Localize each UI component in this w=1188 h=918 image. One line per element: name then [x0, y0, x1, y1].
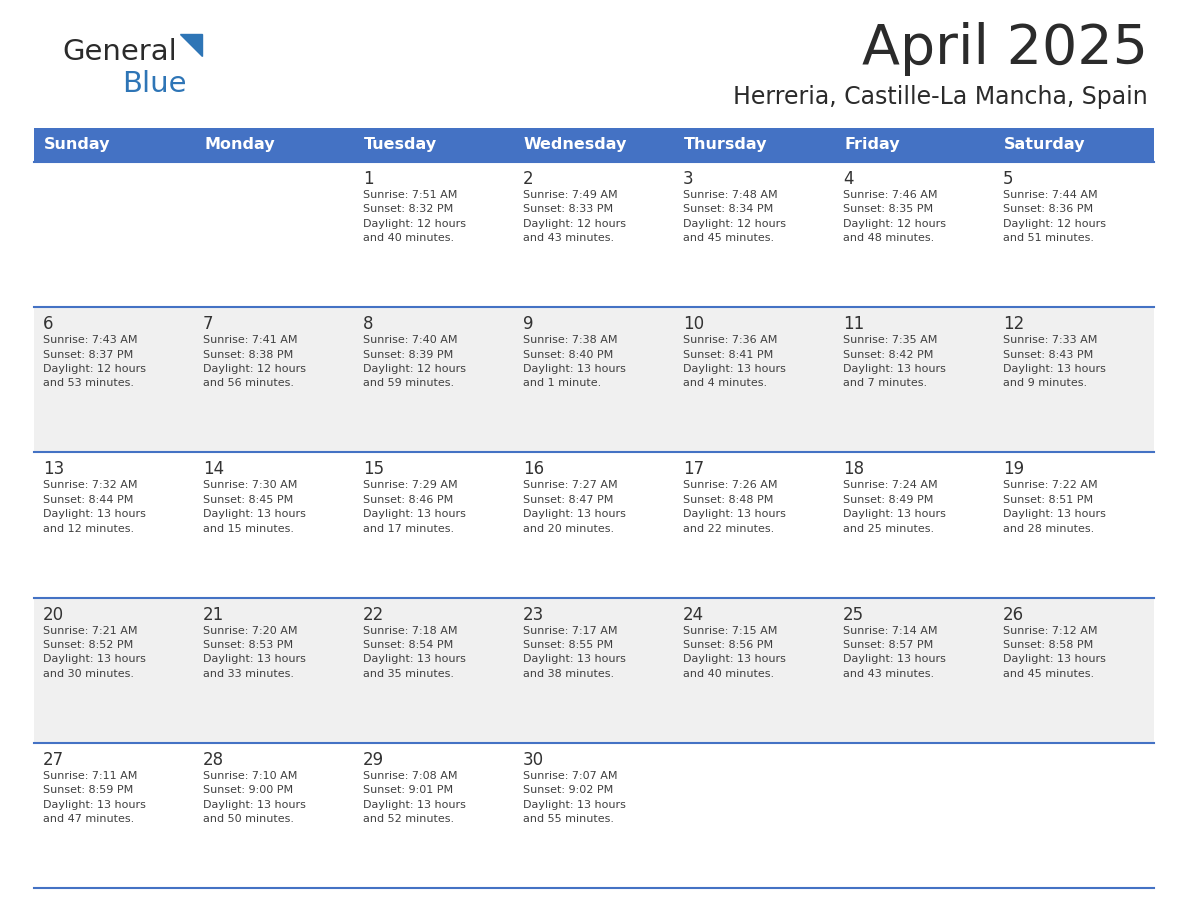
Text: Sunrise: 7:33 AM
Sunset: 8:43 PM
Daylight: 13 hours
and 9 minutes.: Sunrise: 7:33 AM Sunset: 8:43 PM Dayligh…	[1003, 335, 1106, 388]
Text: Sunrise: 7:07 AM
Sunset: 9:02 PM
Daylight: 13 hours
and 55 minutes.: Sunrise: 7:07 AM Sunset: 9:02 PM Dayligh…	[523, 771, 626, 824]
Text: 24: 24	[683, 606, 704, 623]
Text: Sunrise: 7:18 AM
Sunset: 8:54 PM
Daylight: 13 hours
and 35 minutes.: Sunrise: 7:18 AM Sunset: 8:54 PM Dayligh…	[364, 625, 466, 678]
Text: 30: 30	[523, 751, 544, 768]
Text: 3: 3	[683, 170, 694, 188]
Text: Sunrise: 7:22 AM
Sunset: 8:51 PM
Daylight: 13 hours
and 28 minutes.: Sunrise: 7:22 AM Sunset: 8:51 PM Dayligh…	[1003, 480, 1106, 533]
Text: Sunrise: 7:12 AM
Sunset: 8:58 PM
Daylight: 13 hours
and 45 minutes.: Sunrise: 7:12 AM Sunset: 8:58 PM Dayligh…	[1003, 625, 1106, 678]
Text: Friday: Friday	[843, 138, 899, 152]
Bar	[34, 453, 1154, 598]
Text: 22: 22	[364, 606, 384, 623]
Text: Sunrise: 7:35 AM
Sunset: 8:42 PM
Daylight: 13 hours
and 7 minutes.: Sunrise: 7:35 AM Sunset: 8:42 PM Dayligh…	[843, 335, 946, 388]
Text: Herreria, Castille-La Mancha, Spain: Herreria, Castille-La Mancha, Spain	[733, 85, 1148, 109]
Text: 10: 10	[683, 315, 704, 333]
Text: 19: 19	[1003, 461, 1024, 478]
Text: 13: 13	[43, 461, 64, 478]
Text: Sunrise: 7:44 AM
Sunset: 8:36 PM
Daylight: 12 hours
and 51 minutes.: Sunrise: 7:44 AM Sunset: 8:36 PM Dayligh…	[1003, 190, 1106, 243]
Text: General: General	[62, 38, 177, 66]
Text: 16: 16	[523, 461, 544, 478]
Text: 23: 23	[523, 606, 544, 623]
Text: Sunrise: 7:15 AM
Sunset: 8:56 PM
Daylight: 13 hours
and 40 minutes.: Sunrise: 7:15 AM Sunset: 8:56 PM Dayligh…	[683, 625, 786, 678]
Bar	[34, 128, 1154, 162]
Text: 14: 14	[203, 461, 225, 478]
Text: Sunday: Sunday	[44, 138, 110, 152]
Text: 27: 27	[43, 751, 64, 768]
Text: Sunrise: 7:49 AM
Sunset: 8:33 PM
Daylight: 12 hours
and 43 minutes.: Sunrise: 7:49 AM Sunset: 8:33 PM Dayligh…	[523, 190, 626, 243]
Text: Sunrise: 7:24 AM
Sunset: 8:49 PM
Daylight: 13 hours
and 25 minutes.: Sunrise: 7:24 AM Sunset: 8:49 PM Dayligh…	[843, 480, 946, 533]
Text: Tuesday: Tuesday	[364, 138, 437, 152]
Text: 2: 2	[523, 170, 533, 188]
Text: Sunrise: 7:17 AM
Sunset: 8:55 PM
Daylight: 13 hours
and 38 minutes.: Sunrise: 7:17 AM Sunset: 8:55 PM Dayligh…	[523, 625, 626, 678]
Text: 15: 15	[364, 461, 384, 478]
Bar	[34, 598, 1154, 743]
Text: Blue: Blue	[122, 70, 187, 98]
Text: Sunrise: 7:51 AM
Sunset: 8:32 PM
Daylight: 12 hours
and 40 minutes.: Sunrise: 7:51 AM Sunset: 8:32 PM Dayligh…	[364, 190, 466, 243]
Text: 11: 11	[843, 315, 864, 333]
Text: Sunrise: 7:10 AM
Sunset: 9:00 PM
Daylight: 13 hours
and 50 minutes.: Sunrise: 7:10 AM Sunset: 9:00 PM Dayligh…	[203, 771, 305, 824]
Text: 7: 7	[203, 315, 214, 333]
Bar	[34, 162, 1154, 308]
Bar	[34, 743, 1154, 888]
Text: 1: 1	[364, 170, 373, 188]
Text: Sunrise: 7:40 AM
Sunset: 8:39 PM
Daylight: 12 hours
and 59 minutes.: Sunrise: 7:40 AM Sunset: 8:39 PM Dayligh…	[364, 335, 466, 388]
Text: 26: 26	[1003, 606, 1024, 623]
Text: Sunrise: 7:36 AM
Sunset: 8:41 PM
Daylight: 13 hours
and 4 minutes.: Sunrise: 7:36 AM Sunset: 8:41 PM Dayligh…	[683, 335, 786, 388]
Text: 4: 4	[843, 170, 853, 188]
Text: 20: 20	[43, 606, 64, 623]
Text: 8: 8	[364, 315, 373, 333]
Text: Sunrise: 7:48 AM
Sunset: 8:34 PM
Daylight: 12 hours
and 45 minutes.: Sunrise: 7:48 AM Sunset: 8:34 PM Dayligh…	[683, 190, 786, 243]
Text: 25: 25	[843, 606, 864, 623]
Text: Sunrise: 7:30 AM
Sunset: 8:45 PM
Daylight: 13 hours
and 15 minutes.: Sunrise: 7:30 AM Sunset: 8:45 PM Dayligh…	[203, 480, 305, 533]
Text: Sunrise: 7:08 AM
Sunset: 9:01 PM
Daylight: 13 hours
and 52 minutes.: Sunrise: 7:08 AM Sunset: 9:01 PM Dayligh…	[364, 771, 466, 824]
Text: 18: 18	[843, 461, 864, 478]
Text: Saturday: Saturday	[1004, 138, 1086, 152]
Text: Sunrise: 7:43 AM
Sunset: 8:37 PM
Daylight: 12 hours
and 53 minutes.: Sunrise: 7:43 AM Sunset: 8:37 PM Dayligh…	[43, 335, 146, 388]
Text: Sunrise: 7:38 AM
Sunset: 8:40 PM
Daylight: 13 hours
and 1 minute.: Sunrise: 7:38 AM Sunset: 8:40 PM Dayligh…	[523, 335, 626, 388]
Text: April 2025: April 2025	[862, 22, 1148, 76]
Text: Sunrise: 7:20 AM
Sunset: 8:53 PM
Daylight: 13 hours
and 33 minutes.: Sunrise: 7:20 AM Sunset: 8:53 PM Dayligh…	[203, 625, 305, 678]
Text: Sunrise: 7:46 AM
Sunset: 8:35 PM
Daylight: 12 hours
and 48 minutes.: Sunrise: 7:46 AM Sunset: 8:35 PM Dayligh…	[843, 190, 946, 243]
Text: Sunrise: 7:14 AM
Sunset: 8:57 PM
Daylight: 13 hours
and 43 minutes.: Sunrise: 7:14 AM Sunset: 8:57 PM Dayligh…	[843, 625, 946, 678]
Text: Sunrise: 7:21 AM
Sunset: 8:52 PM
Daylight: 13 hours
and 30 minutes.: Sunrise: 7:21 AM Sunset: 8:52 PM Dayligh…	[43, 625, 146, 678]
Text: 17: 17	[683, 461, 704, 478]
Text: 12: 12	[1003, 315, 1024, 333]
Text: Sunrise: 7:29 AM
Sunset: 8:46 PM
Daylight: 13 hours
and 17 minutes.: Sunrise: 7:29 AM Sunset: 8:46 PM Dayligh…	[364, 480, 466, 533]
Text: 6: 6	[43, 315, 53, 333]
Text: 9: 9	[523, 315, 533, 333]
Text: Sunrise: 7:27 AM
Sunset: 8:47 PM
Daylight: 13 hours
and 20 minutes.: Sunrise: 7:27 AM Sunset: 8:47 PM Dayligh…	[523, 480, 626, 533]
Text: 21: 21	[203, 606, 225, 623]
Text: 29: 29	[364, 751, 384, 768]
Text: Sunrise: 7:32 AM
Sunset: 8:44 PM
Daylight: 13 hours
and 12 minutes.: Sunrise: 7:32 AM Sunset: 8:44 PM Dayligh…	[43, 480, 146, 533]
Bar	[34, 308, 1154, 453]
Text: Thursday: Thursday	[684, 138, 767, 152]
Text: 28: 28	[203, 751, 225, 768]
Text: Monday: Monday	[204, 138, 274, 152]
Text: Sunrise: 7:41 AM
Sunset: 8:38 PM
Daylight: 12 hours
and 56 minutes.: Sunrise: 7:41 AM Sunset: 8:38 PM Dayligh…	[203, 335, 307, 388]
Text: 5: 5	[1003, 170, 1013, 188]
Text: Sunrise: 7:11 AM
Sunset: 8:59 PM
Daylight: 13 hours
and 47 minutes.: Sunrise: 7:11 AM Sunset: 8:59 PM Dayligh…	[43, 771, 146, 824]
Text: Wednesday: Wednesday	[524, 138, 627, 152]
Text: Sunrise: 7:26 AM
Sunset: 8:48 PM
Daylight: 13 hours
and 22 minutes.: Sunrise: 7:26 AM Sunset: 8:48 PM Dayligh…	[683, 480, 786, 533]
Polygon shape	[181, 34, 202, 56]
